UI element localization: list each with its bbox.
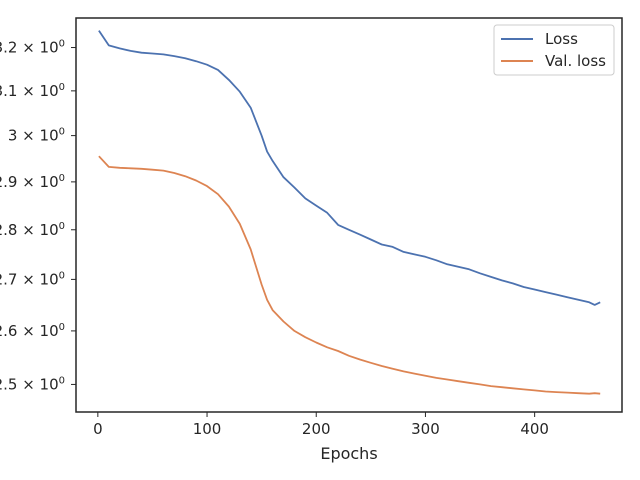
y-tick-label: 3.2 × 100 [0,39,65,57]
legend-label-loss: Loss [545,30,578,48]
legend-box [493,24,615,76]
x-tick-label: 100 [193,420,222,438]
x-axis: 0 100 200 300 400 [93,412,549,438]
y-tick-label: 2.6 × 100 [0,322,65,340]
x-tick-label: 400 [520,420,549,438]
x-tick-label: 200 [302,420,331,438]
plot-lines [98,30,601,395]
legend-label-val-loss: Val. loss [545,52,606,70]
y-tick-label: 2.9 × 100 [0,173,65,191]
x-tick-label: 0 [93,420,103,438]
series-line-0 [98,30,601,306]
y-tick-label: 2.8 × 100 [0,221,65,239]
x-axis-label: Epochs [320,444,377,463]
plot-frame [75,17,623,413]
y-tick-label: 3 × 100 [8,127,65,145]
y-axis: 2.5 × 100 2.6 × 100 2.7 × 100 2.8 × 100 2.9 … [0,39,76,393]
y-tick-label: 2.5 × 100 [0,375,65,393]
series-line-1 [98,155,601,395]
y-tick-label: 3.1 × 100 [0,82,65,100]
legend: Loss Val. loss [493,24,615,76]
x-tick-label: 300 [411,420,440,438]
y-tick-label: 2.7 × 100 [0,270,65,288]
